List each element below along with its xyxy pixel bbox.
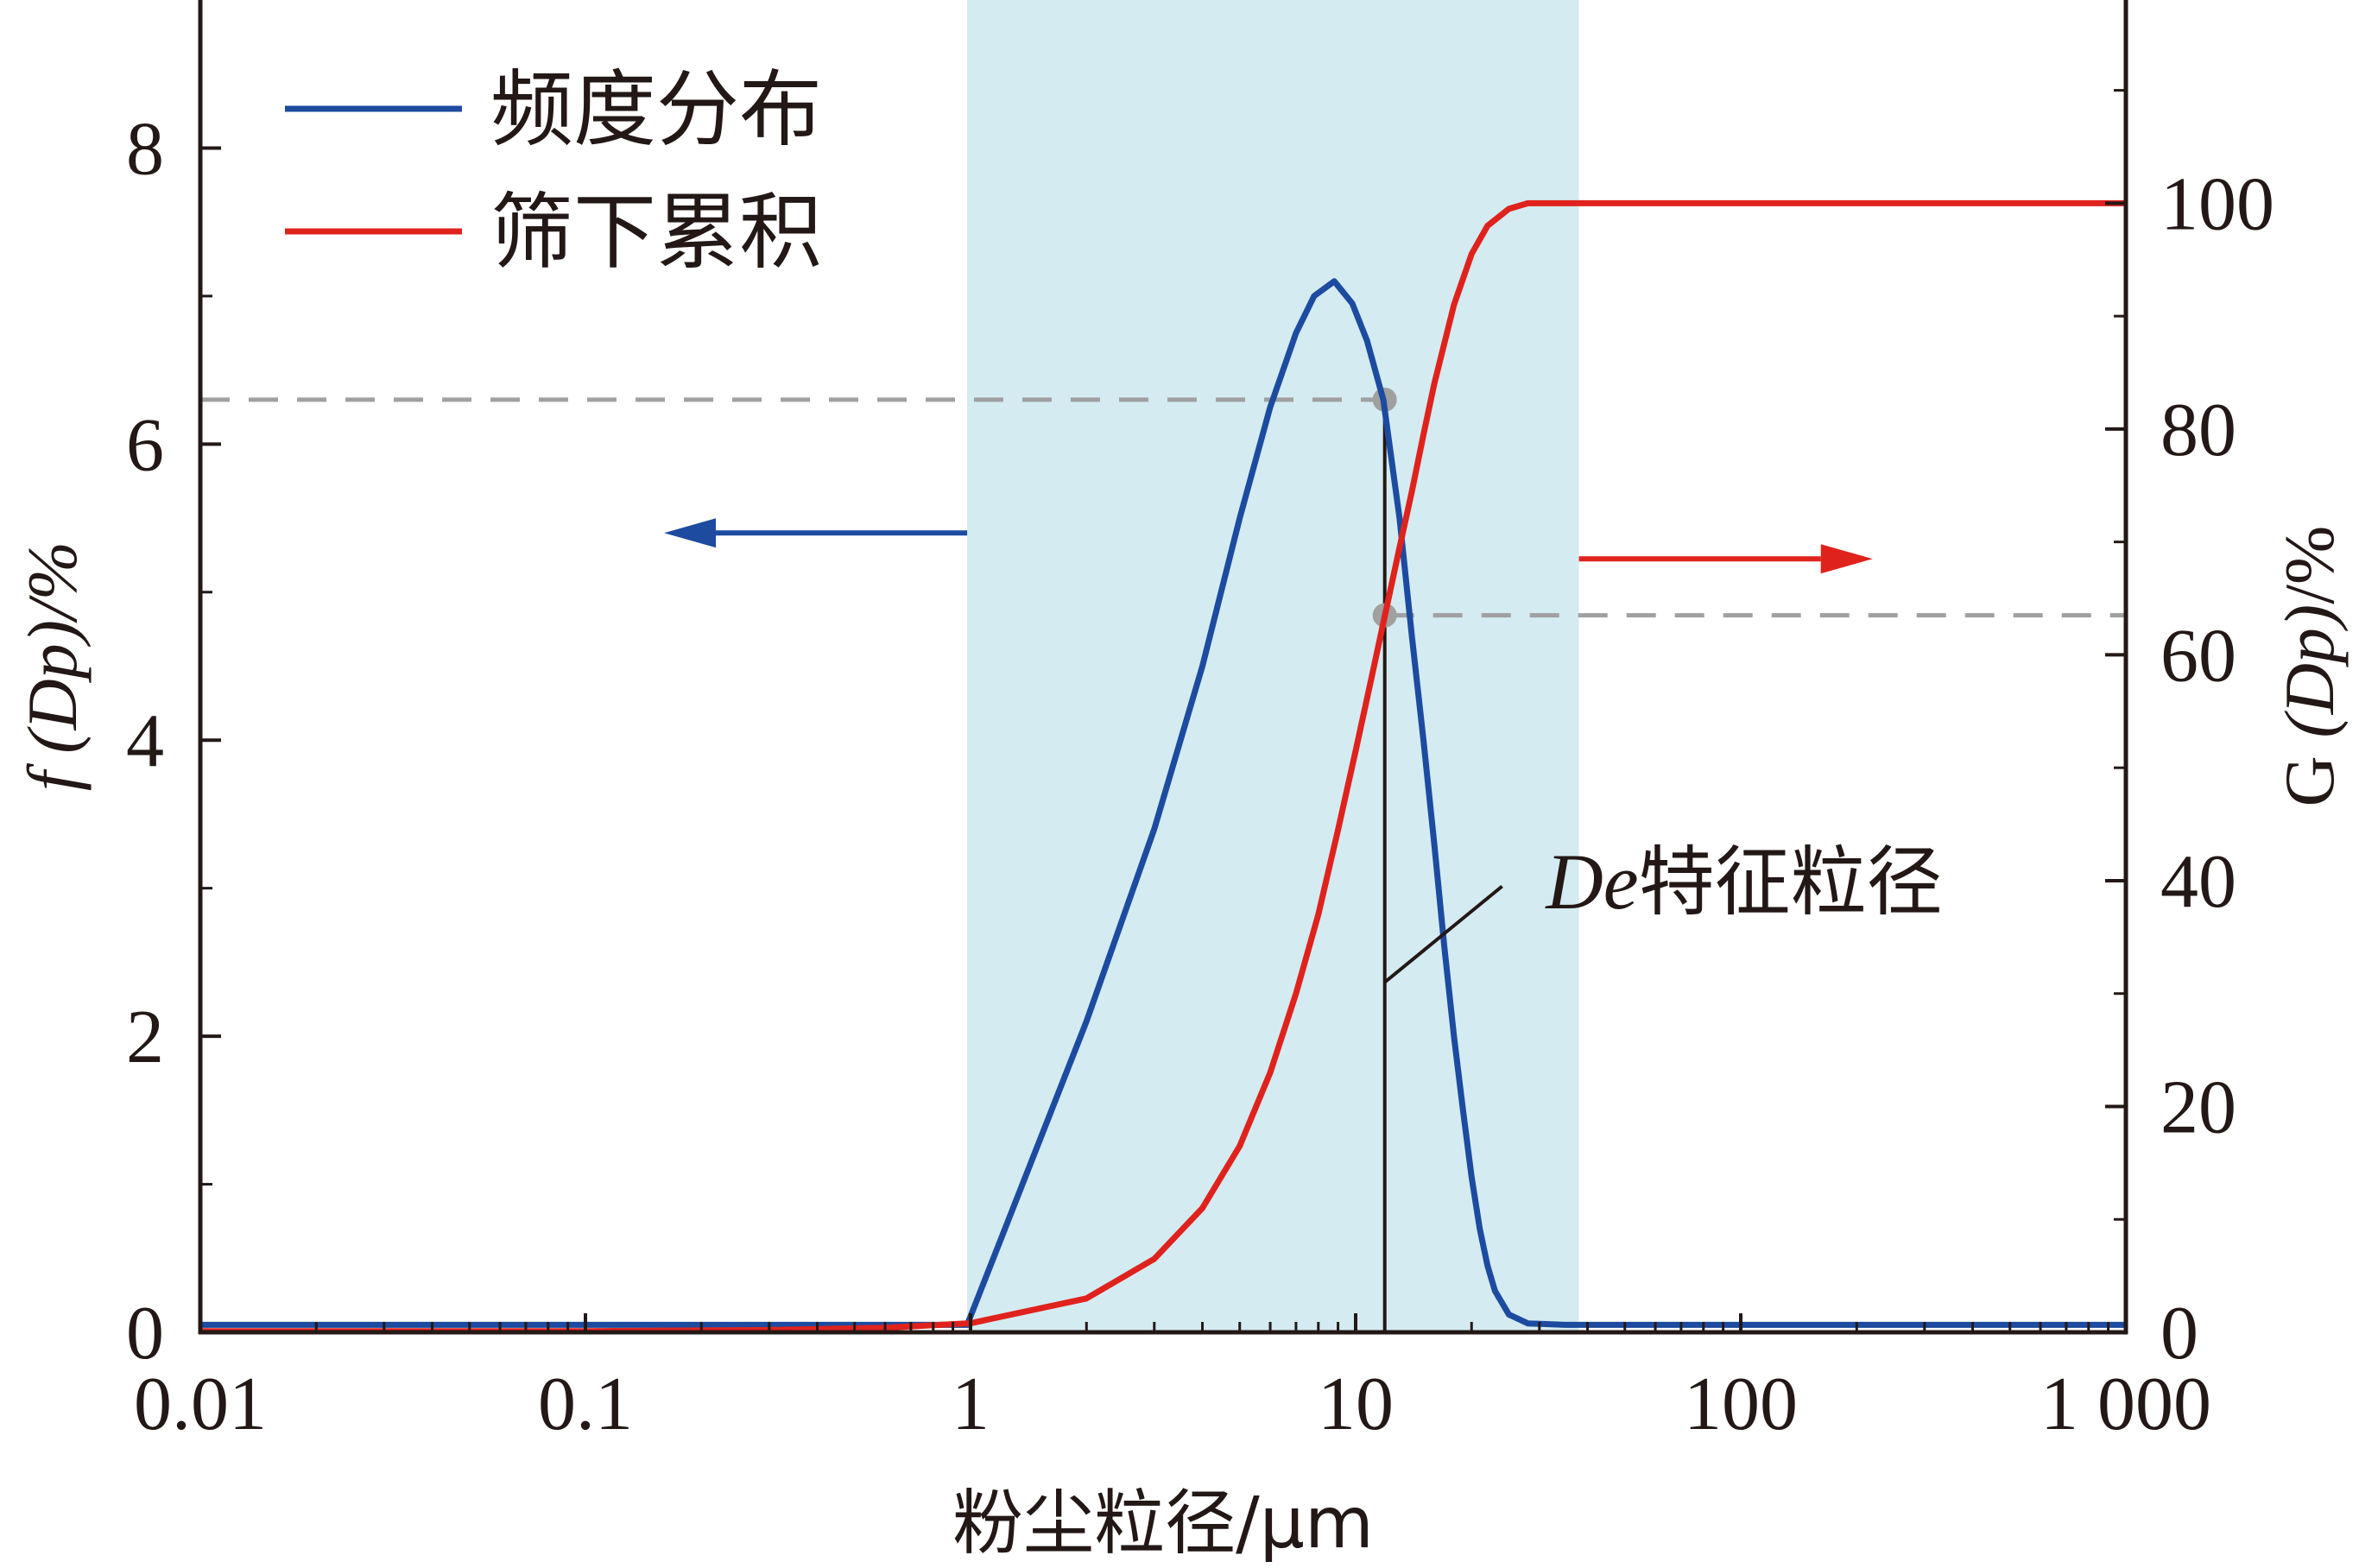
- y-right-tick-label: 40: [2160, 840, 2236, 924]
- annotation-de-label: De特征粒径: [1544, 838, 1942, 926]
- arrows: [664, 518, 1873, 574]
- y-axis-left-title: f (Dp)/%: [13, 541, 92, 791]
- y-axis-right-title-italic: (Dp): [2270, 604, 2349, 738]
- x-tick-label: 100: [1684, 1363, 1798, 1446]
- legend: 频度分布 筛下累积: [285, 61, 822, 281]
- y-right-tick-label: 80: [2160, 389, 2236, 472]
- y-right-tick-label: 60: [2160, 614, 2236, 698]
- y-axis-right-title: G (Dp)/%: [2270, 526, 2349, 807]
- guide-lines: [200, 387, 2126, 1332]
- legend-label-frequency: 频度分布: [490, 61, 822, 158]
- annotation-leader-line: [1383, 884, 1503, 984]
- axes: [198, 0, 2128, 1335]
- y-left-tick-label: 6: [126, 403, 164, 487]
- y-left-tick-label: 0: [126, 1292, 164, 1375]
- x-tick-label: 10: [1318, 1363, 1394, 1446]
- legend-label-cumulative: 筛下累积: [490, 184, 822, 281]
- x-tick-label: 0.01: [134, 1363, 267, 1446]
- y-axis-left-title-rest: (Dp)/%: [13, 541, 92, 771]
- x-tick-label: 0.1: [538, 1363, 633, 1446]
- y-axis-right-title-prefix: G: [2270, 738, 2349, 807]
- arrow-right-head: [1820, 544, 1873, 574]
- annotation-de: De特征粒径: [1383, 838, 1943, 984]
- annotation-de-italic: De: [1544, 838, 1638, 926]
- x-axis-title: 粉尘粒径/μm: [952, 1483, 1374, 1565]
- y-left-tick-label: 4: [126, 699, 164, 783]
- x-tick-label: 1: [952, 1363, 990, 1446]
- y-right-tick-label: 20: [2160, 1065, 2236, 1149]
- x-tick-label: 1 000: [2040, 1363, 2211, 1446]
- y-left-tick-label: 8: [126, 107, 164, 191]
- series-line-frequency: [200, 278, 2126, 1328]
- annotation-de-text: 特征粒径: [1639, 838, 1943, 926]
- series-line-cumulative: [200, 199, 2126, 1335]
- arrow-left-head: [664, 518, 717, 548]
- y-right-tick-label: 100: [2160, 162, 2274, 246]
- y-left-tick-label: 2: [126, 996, 164, 1079]
- y-right-tick-label: 0: [2160, 1292, 2198, 1375]
- y-axis-right-title-rest: /%: [2270, 526, 2349, 604]
- shaded-region: [967, 0, 1579, 1332]
